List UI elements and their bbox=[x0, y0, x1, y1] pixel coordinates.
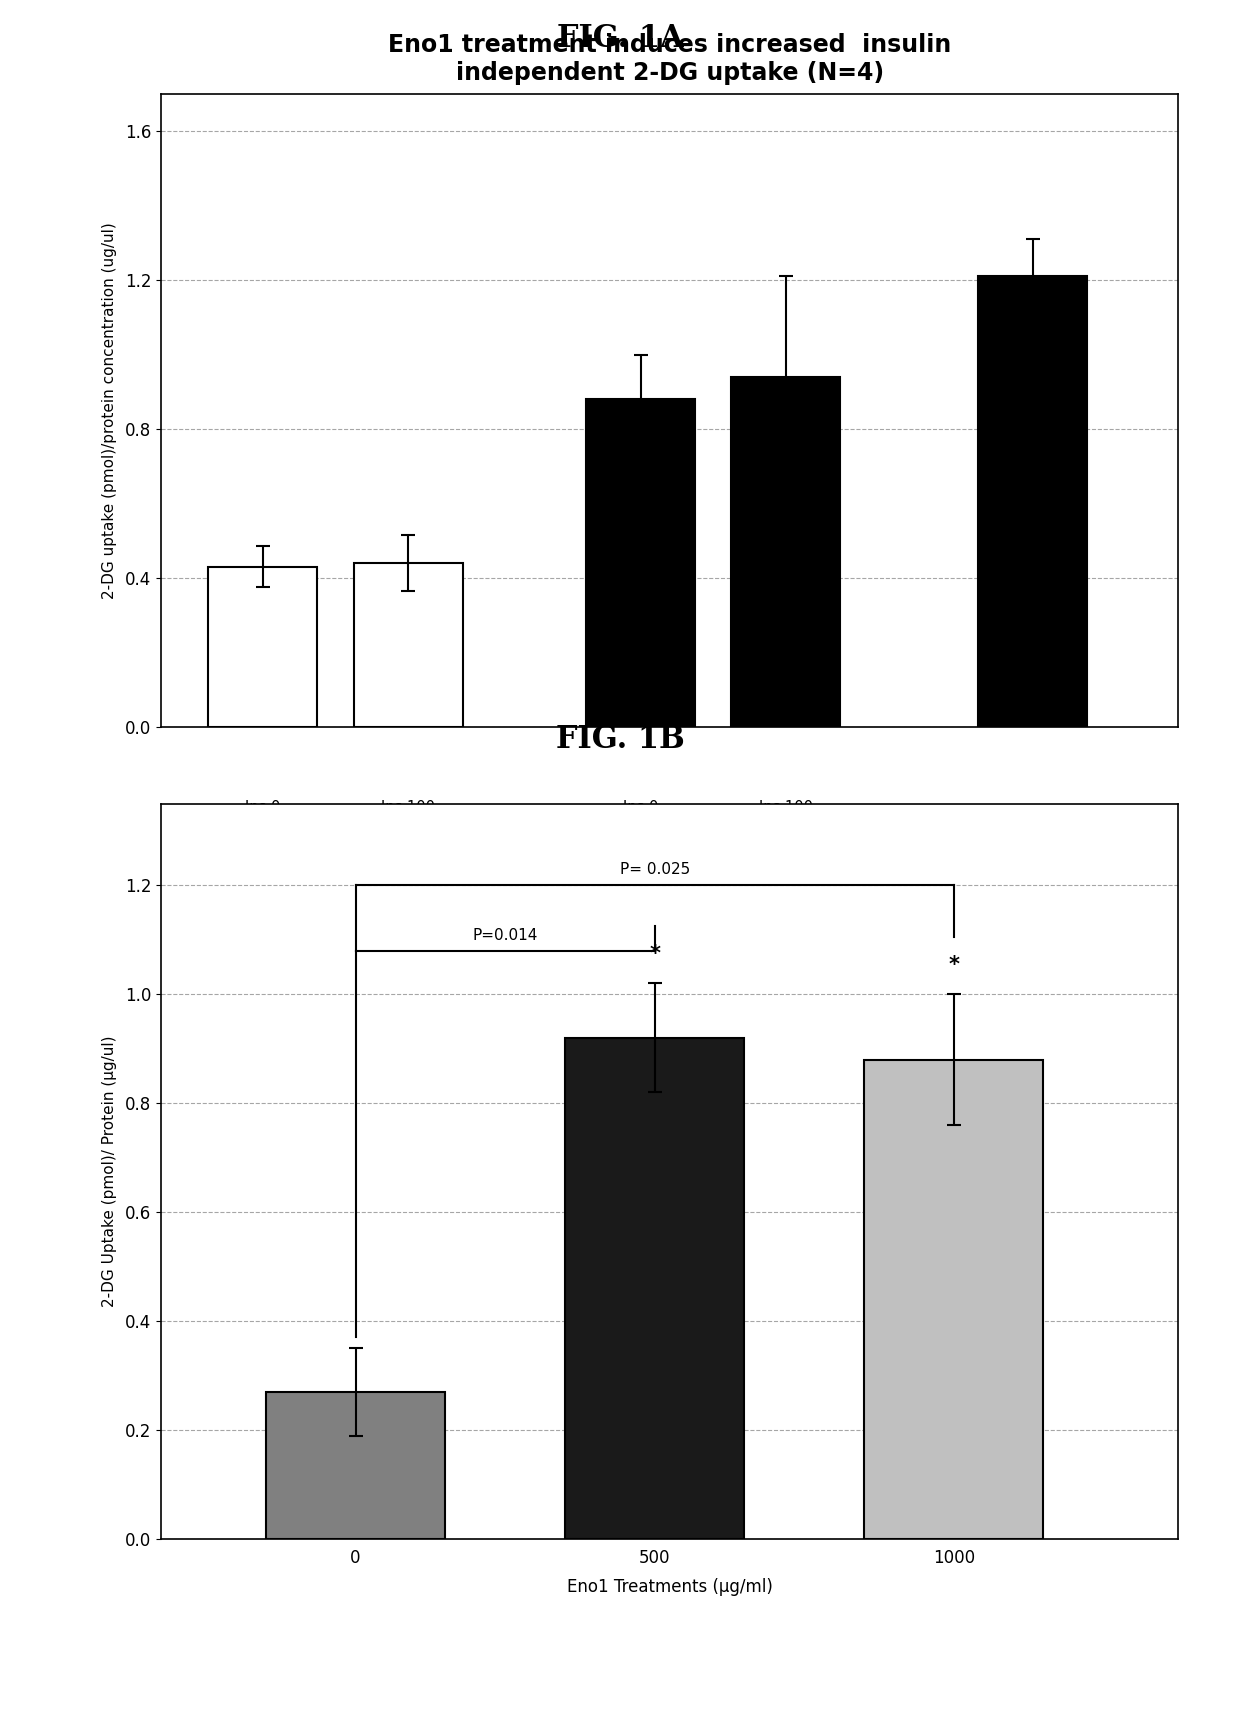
Bar bbox=[208, 566, 317, 727]
Text: Ins 100: Ins 100 bbox=[759, 800, 812, 814]
Bar bbox=[265, 1392, 445, 1539]
Y-axis label: 2-DG uptake (pmol)/protein concentration (ug/ul): 2-DG uptake (pmol)/protein concentration… bbox=[102, 222, 117, 598]
Title: Eno1 treatment induces increased  insulin
independent 2-DG uptake (N=4): Eno1 treatment induces increased insulin… bbox=[388, 34, 951, 86]
Bar bbox=[353, 563, 463, 727]
Text: Eno1 500 ug/ml: Eno1 500 ug/ml bbox=[655, 853, 771, 869]
Y-axis label: 2-DG Uptake (pmol)/ Protein (μg/ul): 2-DG Uptake (pmol)/ Protein (μg/ul) bbox=[102, 1036, 117, 1306]
Text: *: * bbox=[949, 956, 960, 975]
Text: Ins 0: Ins 0 bbox=[246, 800, 280, 814]
Text: *: * bbox=[650, 944, 660, 964]
Text: Ins 0: Ins 0 bbox=[622, 800, 658, 814]
Bar bbox=[978, 277, 1087, 727]
Bar bbox=[732, 376, 841, 727]
X-axis label: Eno1 Treatments (μg/ml): Eno1 Treatments (μg/ml) bbox=[567, 1578, 773, 1595]
Bar bbox=[587, 398, 694, 727]
Bar bbox=[565, 1038, 744, 1539]
Text: P= 0.025: P= 0.025 bbox=[620, 862, 689, 877]
Bar bbox=[864, 1060, 1043, 1539]
Text: Ins 100: Ins 100 bbox=[381, 800, 435, 814]
Text: P=0.014: P=0.014 bbox=[472, 927, 538, 942]
Text: Oligomycin: Oligomycin bbox=[992, 853, 1074, 869]
Text: Eno1 0 ug/ml: Eno1 0 ug/ml bbox=[286, 853, 384, 869]
Text: FIG. 1B: FIG. 1B bbox=[556, 723, 684, 756]
Text: FIG. 1A: FIG. 1A bbox=[557, 22, 683, 55]
